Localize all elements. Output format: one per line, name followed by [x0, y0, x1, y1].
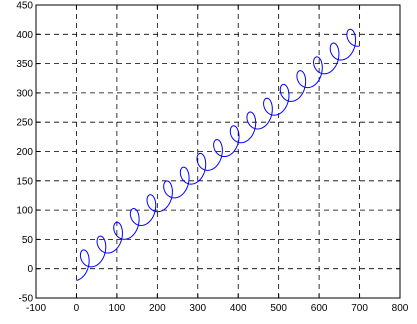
x-tick-label: 400 [230, 303, 247, 314]
x-tick-label: 700 [351, 303, 368, 314]
series-loop-trace [76, 28, 360, 281]
x-tick-label: 100 [109, 303, 126, 314]
y-tick-label: -50 [19, 294, 34, 305]
tick-labels: -100 0 100 200 300 400 500 600 700 800 -50 0 50 100 15… [16, 1, 408, 315]
ticks [35, 4, 401, 299]
y-tick-label: 250 [16, 118, 33, 129]
x-tick-label: -100 [26, 303, 46, 314]
x-tick-label: 200 [149, 303, 166, 314]
y-tick-label: 0 [27, 264, 33, 275]
y-tick-label: 400 [16, 30, 33, 41]
x-tick-label: 800 [392, 303, 409, 314]
x-tick-label: 300 [189, 303, 206, 314]
y-tick-label: 450 [16, 1, 33, 12]
y-tick-label: 100 [16, 206, 33, 217]
x-tick-label: 600 [311, 303, 328, 314]
y-tick-label: 200 [16, 147, 33, 158]
y-tick-label: 150 [16, 176, 33, 187]
x-tick-label: 0 [74, 303, 80, 314]
y-tick-label: 300 [16, 88, 33, 99]
grid [36, 5, 400, 298]
y-tick-label: 50 [22, 235, 34, 246]
y-tick-label: 350 [16, 59, 33, 70]
x-tick-label: 500 [270, 303, 287, 314]
series-layer [76, 28, 360, 281]
